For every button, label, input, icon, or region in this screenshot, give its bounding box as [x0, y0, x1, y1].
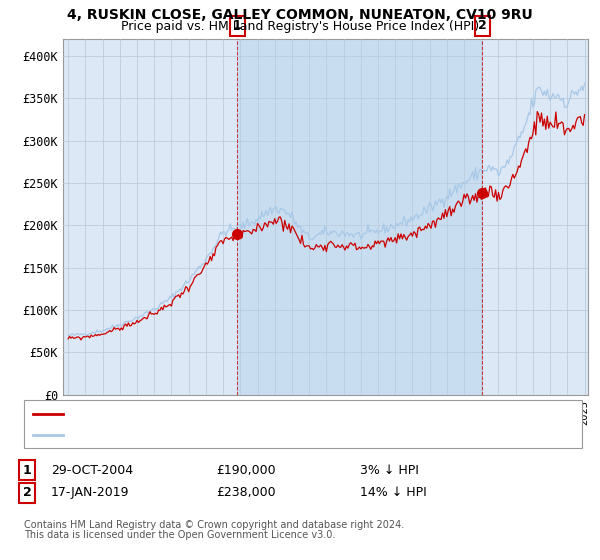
Text: 1: 1	[23, 464, 31, 477]
Text: 14% ↓ HPI: 14% ↓ HPI	[360, 486, 427, 500]
Text: £190,000: £190,000	[216, 464, 275, 477]
Text: £238,000: £238,000	[216, 486, 275, 500]
Text: 3% ↓ HPI: 3% ↓ HPI	[360, 464, 419, 477]
Text: Contains HM Land Registry data © Crown copyright and database right 2024.: Contains HM Land Registry data © Crown c…	[24, 520, 404, 530]
Text: This data is licensed under the Open Government Licence v3.0.: This data is licensed under the Open Gov…	[24, 530, 335, 540]
Text: HPI: Average price, detached house, Nuneaton and Bedworth: HPI: Average price, detached house, Nune…	[69, 430, 412, 440]
Text: Price paid vs. HM Land Registry's House Price Index (HPI): Price paid vs. HM Land Registry's House …	[121, 20, 479, 32]
Text: 2: 2	[478, 20, 487, 32]
Text: 29-OCT-2004: 29-OCT-2004	[51, 464, 133, 477]
Text: 17-JAN-2019: 17-JAN-2019	[51, 486, 130, 500]
Text: 2: 2	[23, 486, 31, 500]
Text: 1: 1	[233, 20, 242, 32]
Text: 4, RUSKIN CLOSE, GALLEY COMMON, NUNEATON, CV10 9RU (detached house): 4, RUSKIN CLOSE, GALLEY COMMON, NUNEATON…	[69, 409, 505, 419]
Bar	[238, 39, 482, 395]
Text: 4, RUSKIN CLOSE, GALLEY COMMON, NUNEATON, CV10 9RU: 4, RUSKIN CLOSE, GALLEY COMMON, NUNEATON…	[67, 8, 533, 22]
